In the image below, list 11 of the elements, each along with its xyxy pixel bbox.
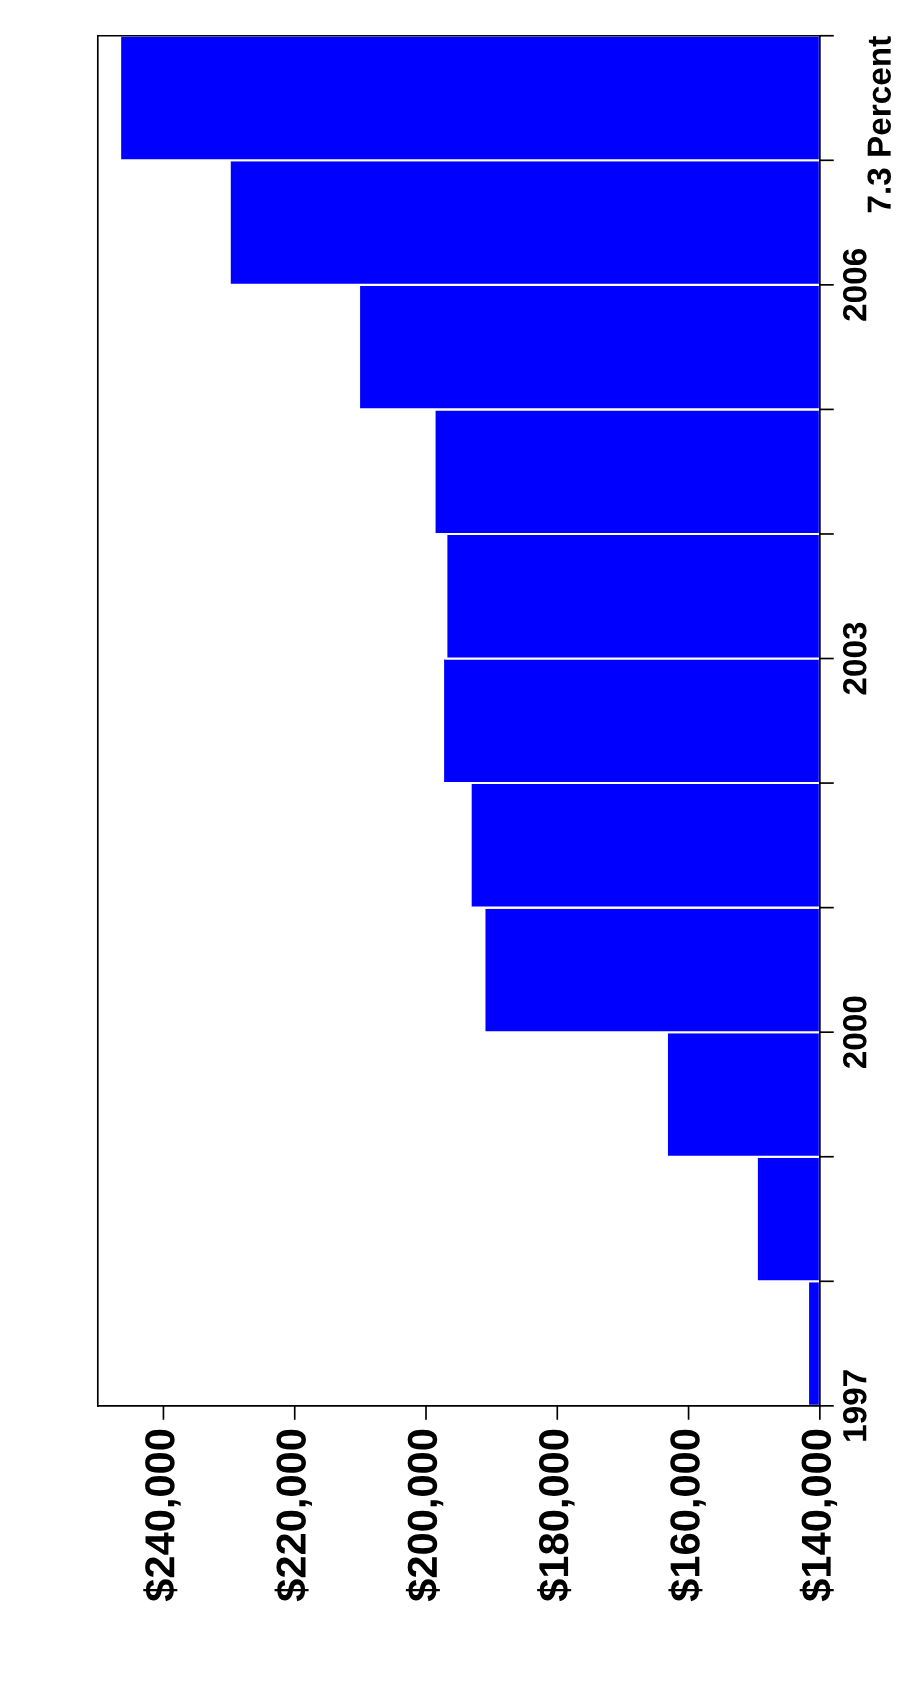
y-tick-label: 2003: [842, 622, 867, 695]
x-tick-label: $200,000: [405, 1429, 444, 1602]
x-tick-label: $240,000: [143, 1429, 181, 1602]
text: 7.3 Percent: [867, 36, 891, 213]
y-tick-label: 2000: [842, 996, 867, 1069]
y-tick-label: 1997: [842, 1370, 867, 1441]
y-tick-label: 2006: [842, 248, 867, 321]
x-tick-label: $220,000: [274, 1429, 312, 1602]
x-tick-label: $160,000: [668, 1429, 706, 1602]
x-tick-label: $180,000: [537, 1429, 575, 1602]
x-tick-label: $140,000: [799, 1429, 838, 1602]
